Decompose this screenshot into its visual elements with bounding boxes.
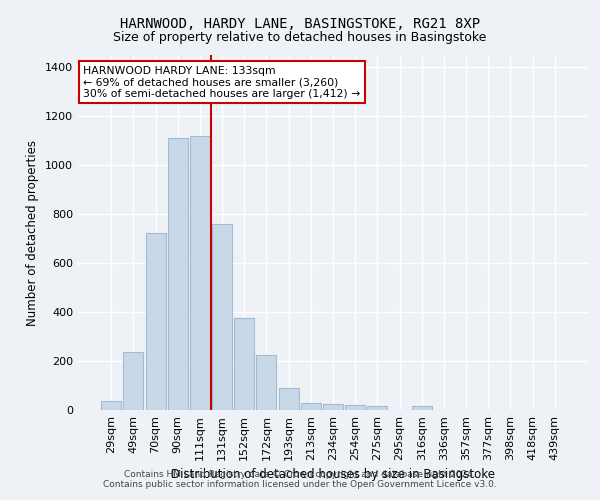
Bar	[168, 138, 188, 410]
Bar	[278, 388, 299, 410]
Text: Contains HM Land Registry data © Crown copyright and database right 2024.
Contai: Contains HM Land Registry data © Crown c…	[103, 470, 497, 489]
Bar	[146, 232, 166, 410]
Bar	[367, 406, 388, 410]
Text: HARNWOOD HARDY LANE: 133sqm
← 69% of detached houses are smaller (3,260)
30% of : HARNWOOD HARDY LANE: 133sqm ← 69% of det…	[83, 66, 361, 99]
Bar	[412, 406, 432, 410]
Bar	[234, 318, 254, 410]
Bar	[190, 136, 210, 410]
X-axis label: Distribution of detached houses by size in Basingstoke: Distribution of detached houses by size …	[171, 468, 495, 481]
Text: Size of property relative to detached houses in Basingstoke: Size of property relative to detached ho…	[113, 31, 487, 44]
Bar	[345, 405, 365, 410]
Bar	[323, 404, 343, 410]
Bar	[256, 355, 277, 410]
Bar	[124, 352, 143, 410]
Bar	[101, 402, 121, 410]
Bar	[301, 402, 321, 410]
Bar	[212, 224, 232, 410]
Y-axis label: Number of detached properties: Number of detached properties	[26, 140, 40, 326]
Text: HARNWOOD, HARDY LANE, BASINGSTOKE, RG21 8XP: HARNWOOD, HARDY LANE, BASINGSTOKE, RG21 …	[120, 18, 480, 32]
